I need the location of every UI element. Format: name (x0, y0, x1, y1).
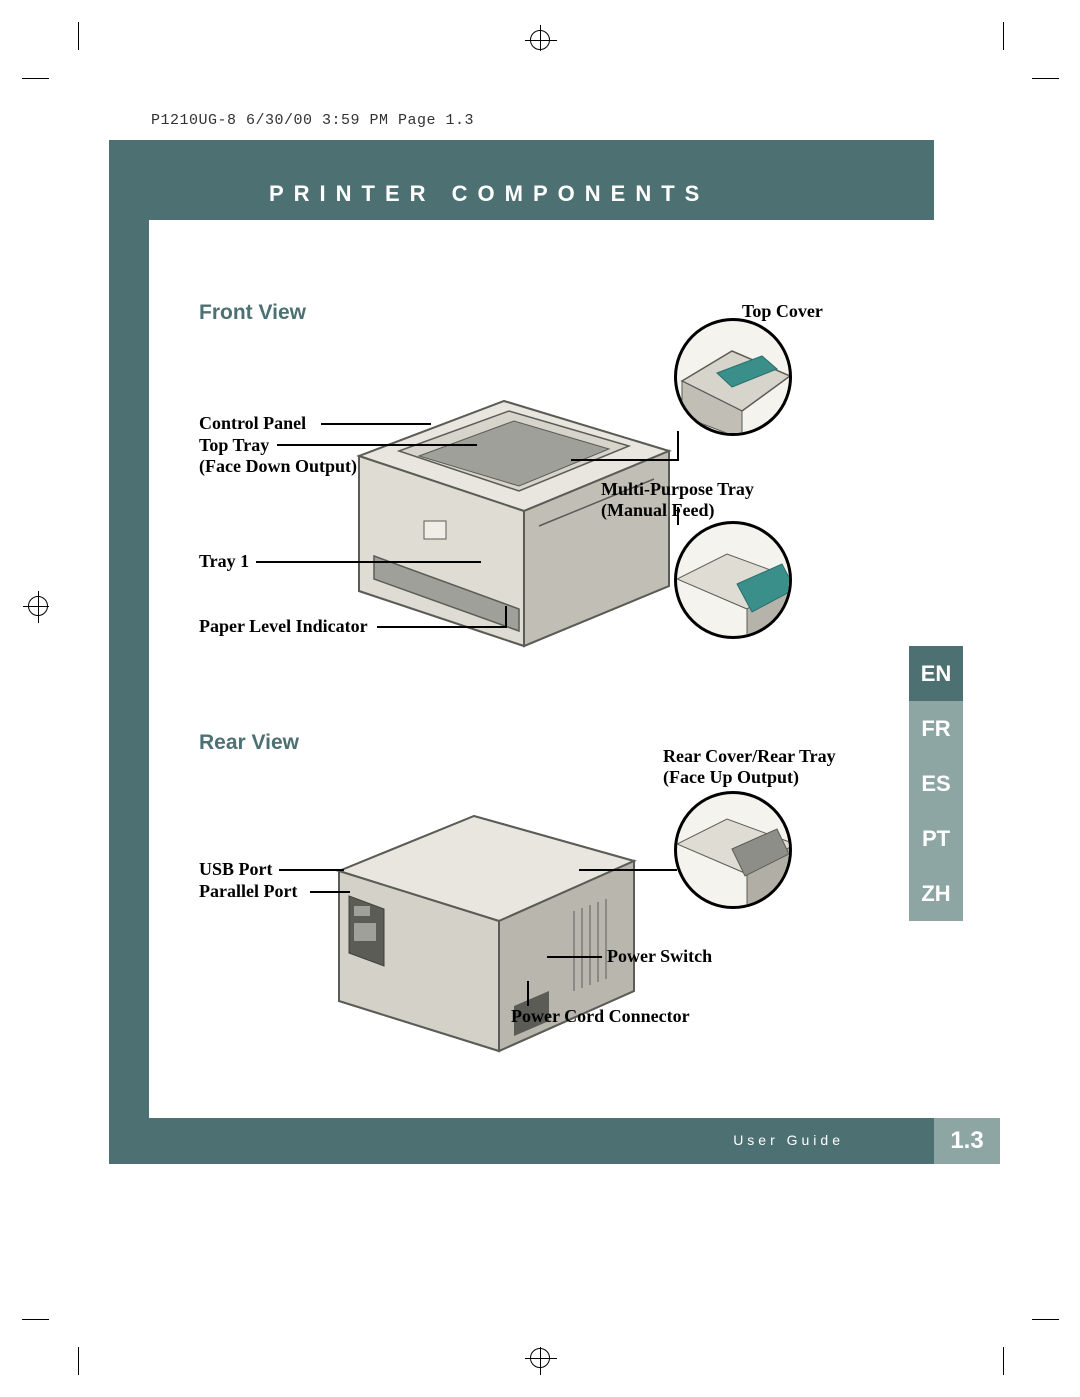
leader-line (677, 431, 679, 461)
label-power-cord: Power Cord Connector (511, 1006, 690, 1027)
crop-mark (22, 1319, 50, 1320)
leader-line (547, 956, 602, 958)
footer-label: User Guide (733, 1132, 844, 1148)
header-bar (109, 140, 934, 220)
page: P1210UG-8 6/30/00 3:59 PM Page 1.3 PRINT… (49, 51, 1032, 1347)
leader-line (527, 981, 529, 1006)
registration-mark (530, 30, 550, 50)
label-rear-cover: Rear Cover/Rear Tray (Face Up Output) (663, 746, 836, 787)
leader-line (377, 626, 507, 628)
label-control-panel: Control Panel (199, 413, 306, 434)
detail-top-cover (674, 318, 792, 436)
leader-line (256, 561, 481, 563)
crop-mark (78, 1347, 79, 1375)
lang-tab-pt[interactable]: PT (909, 811, 963, 866)
detail-multi-purpose-tray (674, 521, 792, 639)
registration-mark (530, 1348, 550, 1368)
leader-line (505, 606, 507, 628)
lang-tab-zh[interactable]: ZH (909, 866, 963, 921)
leader-line (310, 891, 350, 893)
crop-mark (1003, 22, 1004, 50)
lang-tab-en[interactable]: EN (909, 646, 963, 701)
lang-tab-es[interactable]: ES (909, 756, 963, 811)
label-power-switch: Power Switch (607, 946, 712, 967)
label-paper-level: Paper Level Indicator (199, 616, 368, 637)
proof-header: P1210UG-8 6/30/00 3:59 PM Page 1.3 (151, 112, 474, 129)
leader-line (579, 869, 677, 871)
footer-page-number: 1.3 (934, 1118, 1000, 1164)
lang-tab-fr[interactable]: FR (909, 701, 963, 756)
leader-line (321, 423, 431, 425)
label-top-tray: Top Tray (Face Down Output) (199, 435, 357, 476)
leader-line (571, 459, 679, 461)
label-usb-port: USB Port (199, 859, 273, 880)
registration-mark (28, 596, 48, 616)
footer-bar: User Guide (109, 1118, 934, 1164)
crop-mark (78, 22, 79, 50)
crop-mark (1031, 1319, 1059, 1320)
page-title: PRINTER COMPONENTS (269, 181, 709, 207)
section-title-rear: Rear View (199, 731, 299, 755)
label-top-cover: Top Cover (742, 301, 823, 322)
crop-mark (22, 78, 50, 79)
side-accent-bar (109, 140, 149, 1164)
leader-line (279, 869, 344, 871)
crop-mark (1031, 78, 1059, 79)
language-tabs: EN FR ES PT ZH (909, 646, 963, 921)
label-tray1: Tray 1 (199, 551, 249, 572)
label-parallel-port: Parallel Port (199, 881, 297, 902)
detail-rear-cover (674, 791, 792, 909)
leader-line (277, 444, 477, 446)
crop-mark (1003, 1347, 1004, 1375)
leader-line (677, 507, 679, 525)
section-title-front: Front View (199, 301, 306, 325)
